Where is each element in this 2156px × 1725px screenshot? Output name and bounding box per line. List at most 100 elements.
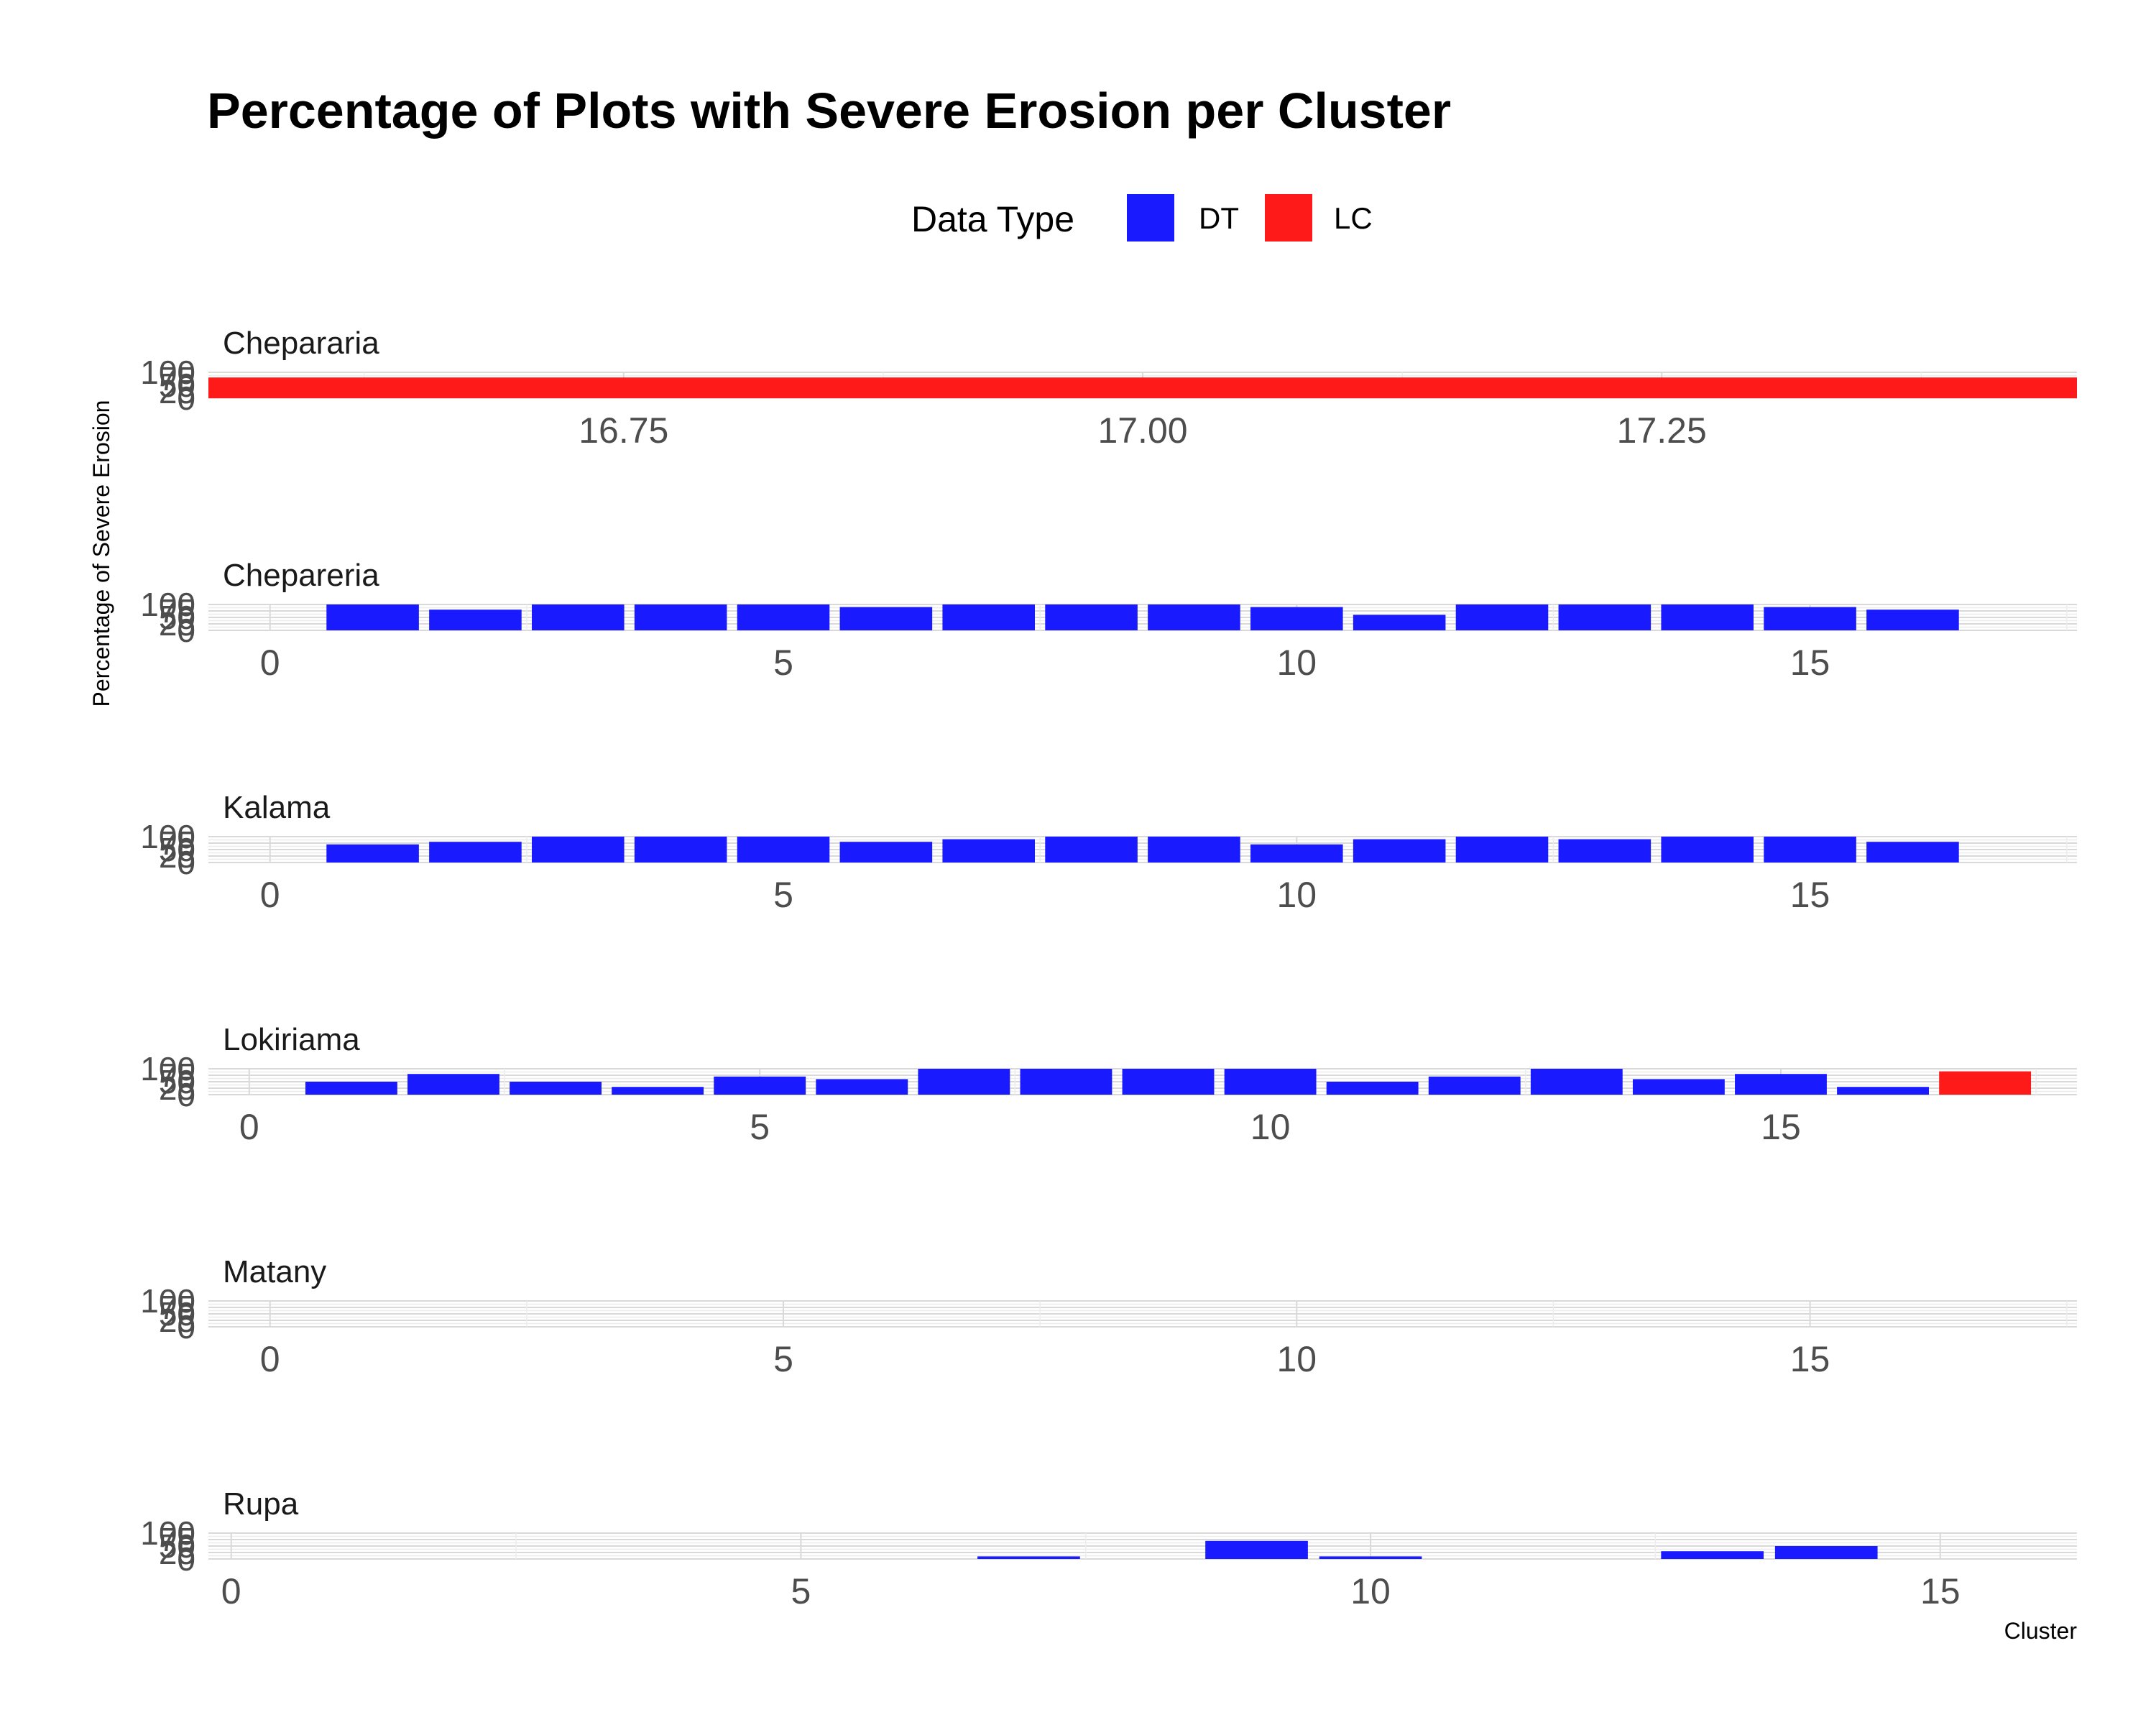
x-tick-label: 15 [1790,643,1830,683]
legend-title: Data Type [911,199,1074,239]
x-tick-label: 5 [773,1339,793,1379]
legend-swatch-lc [1265,194,1312,242]
y-tick-label: 25 [159,605,195,643]
x-tick-label: 17.25 [1617,410,1707,451]
x-tick-label: 16.75 [579,410,668,451]
bar [1250,844,1343,862]
bar [1250,607,1343,630]
x-tick-label: 17.00 [1097,410,1187,451]
bar [1558,839,1651,862]
bar [1045,837,1138,862]
x-tick-label: 10 [1276,875,1317,915]
x-tick-label: 10 [1276,643,1317,683]
bar [839,842,933,862]
y-tick-label: 50 [159,599,195,636]
bar [1632,1079,1725,1095]
y-tick-label: 75 [159,592,195,630]
bar [1735,1074,1827,1095]
x-tick-label: 10 [1350,1571,1391,1611]
x-tick-label: 0 [260,1339,280,1379]
x-tick-label: 10 [1250,1107,1291,1147]
bar [1661,604,1754,630]
x-tick-label: 5 [791,1571,811,1611]
x-tick-label: 15 [1790,1339,1830,1379]
y-tick-label: 0 [177,844,195,881]
y-tick-label: 100 [140,818,195,855]
bar [977,1556,1080,1559]
legend: Data Type DT LC [911,194,1373,242]
bar [1661,837,1754,862]
bar [634,837,727,862]
bar [1020,1069,1112,1095]
y-tick-label: 25 [159,837,195,875]
x-tick-label: 0 [260,643,280,683]
legend-swatch-dt [1127,194,1174,242]
bar [326,844,419,862]
y-tick-label: 75 [159,360,195,397]
x-tick-label: 5 [750,1107,770,1147]
bar [918,1069,1010,1095]
bar [737,604,830,630]
y-tick-label: 25 [159,1302,195,1339]
y-tick-label: 100 [140,1050,195,1087]
y-tick-label: 25 [159,1070,195,1107]
facet-title: Chepareria [223,558,379,593]
y-tick-label: 75 [159,824,195,862]
y-tick-label: 0 [177,380,195,417]
x-tick-label: 10 [1276,1339,1317,1379]
bar [1045,604,1138,630]
legend-label-dt: DT [1199,201,1239,235]
bar [1866,610,1959,630]
y-tick-label: 75 [159,1289,195,1326]
bar [532,837,625,862]
x-tick-label: 15 [1920,1571,1961,1611]
bar [1148,837,1240,862]
bar [1530,1069,1623,1095]
y-tick-label: 50 [159,831,195,868]
y-tick-label: 100 [140,354,195,391]
x-tick-label: 5 [773,875,793,915]
bar [429,842,522,862]
y-tick-label: 0 [177,1540,195,1578]
facet-title: Lokiriama [223,1022,360,1057]
bar [532,604,625,630]
y-tick-label: 25 [159,1534,195,1571]
bar [1326,1082,1419,1095]
bar [839,607,933,630]
bar [305,1082,397,1095]
bar [1319,1556,1422,1559]
bar [737,837,830,862]
bar [1353,615,1446,630]
bar [1774,1546,1878,1559]
y-tick-label: 50 [159,367,195,404]
y-tick-label: 25 [159,373,195,410]
x-tick-label: 0 [221,1571,241,1611]
bar [1837,1087,1929,1095]
bar [1428,1076,1521,1095]
bar [1455,837,1549,862]
bar [510,1082,602,1095]
x-tick-label: 5 [773,643,793,683]
facet-title: Matany [223,1254,326,1289]
y-tick-label: 50 [159,1295,195,1333]
chart-title: Percentage of Plots with Severe Erosion … [207,83,1451,139]
y-tick-label: 75 [159,1057,195,1094]
bar [942,839,1035,862]
bar [429,610,522,630]
y-tick-label: 100 [140,1282,195,1320]
bar [1764,607,1856,630]
x-tick-label: 0 [239,1107,259,1147]
y-tick-label: 0 [177,1308,195,1346]
facet-title: Chepararia [223,326,379,361]
y-tick-label: 50 [159,1527,195,1565]
facet-title: Kalama [223,790,331,825]
bar [1455,604,1549,630]
bar [1939,1071,2032,1095]
y-tick-label: 75 [159,1521,195,1558]
bar [1122,1069,1215,1095]
x-tick-label: 0 [260,875,280,915]
y-axis-label: Percentage of Severe Erosion [88,400,114,707]
